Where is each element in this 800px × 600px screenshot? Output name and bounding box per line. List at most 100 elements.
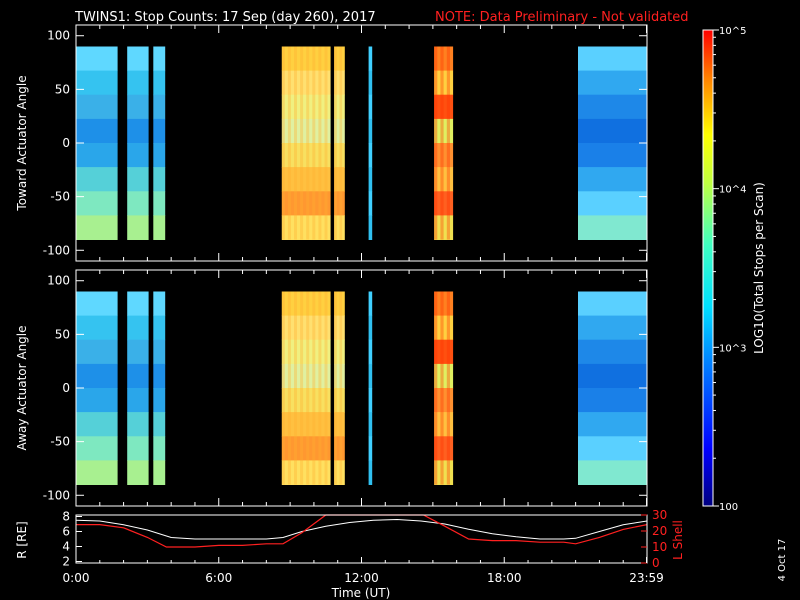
data-block-streak <box>312 46 316 240</box>
colorbar-tick-label: 100 <box>719 502 738 513</box>
colorbar-tick-label: 10^5 <box>719 26 746 37</box>
data-block-band <box>76 412 118 437</box>
data-block-band <box>434 460 454 485</box>
data-block-band <box>153 436 166 461</box>
data-block-band <box>578 436 647 461</box>
data-block-band <box>281 291 331 317</box>
y-tick-label: 50 <box>55 327 70 341</box>
data-block-band <box>76 70 118 96</box>
data-block-band <box>127 436 149 461</box>
toward-y-label: Toward Actuator Angle <box>15 75 29 211</box>
data-block-band <box>578 215 647 240</box>
data-block-band <box>76 436 118 461</box>
data-block-band <box>281 143 331 168</box>
time-x-ticks: 0:00 6:00 12:00 18:00 23:59 <box>63 557 664 585</box>
data-block-band <box>368 191 373 216</box>
data-block-band <box>281 388 331 413</box>
away-panel: 100 50 0 -50 -100 Away Actuator Angle <box>15 269 648 507</box>
colorbar-label: LOG10(Total Stops per Scan) <box>752 182 766 354</box>
y-tick-label: -50 <box>50 435 70 449</box>
data-block-band <box>127 412 149 437</box>
data-block-streak <box>339 291 343 485</box>
data-block-band <box>76 291 118 317</box>
data-block-band <box>578 388 647 413</box>
data-block-band <box>153 191 166 216</box>
data-block-band <box>368 363 373 389</box>
data-block-streak <box>300 291 304 485</box>
r-tick-label: 6 <box>62 525 70 539</box>
away-y-label: Away Actuator Angle <box>15 325 29 450</box>
data-block-band <box>368 143 373 168</box>
data-block-band <box>76 363 118 389</box>
data-block-band <box>578 315 647 341</box>
y-tick-label: -100 <box>43 243 70 257</box>
data-block-band <box>434 363 454 389</box>
data-block-streak <box>312 291 316 485</box>
data-block-band <box>334 118 345 144</box>
data-block-band <box>368 388 373 413</box>
data-block-band <box>434 315 454 341</box>
data-block-band <box>578 363 647 389</box>
data-block-band <box>76 118 118 144</box>
data-block-band <box>153 339 166 365</box>
data-block-band <box>434 215 454 240</box>
colorbar-tick-label: 10^4 <box>719 185 746 196</box>
y-tick-label: 0 <box>62 381 70 395</box>
data-block-band <box>153 412 166 437</box>
data-block-band <box>127 339 149 365</box>
data-block-band <box>153 167 166 192</box>
data-block-band <box>127 363 149 389</box>
data-block-band <box>153 388 166 413</box>
data-block-band <box>434 167 454 192</box>
data-block-band <box>334 315 345 341</box>
data-block-band <box>578 191 647 216</box>
data-block-band <box>578 339 647 365</box>
data-block-band <box>578 118 647 144</box>
x-tick-label: 12:00 <box>344 571 379 585</box>
data-block-band <box>334 388 345 413</box>
data-block-band <box>434 191 454 216</box>
data-block-band <box>127 118 149 144</box>
data-block-band <box>127 46 149 72</box>
away-data-blocks <box>76 291 647 485</box>
data-block-streak <box>287 46 291 240</box>
toward-data-blocks <box>76 46 647 240</box>
data-block-band <box>434 94 454 120</box>
data-block-band <box>334 436 345 461</box>
data-block-band <box>281 94 331 120</box>
y-tick-label: 50 <box>55 82 70 96</box>
data-block-band <box>334 215 345 240</box>
data-block-band <box>153 215 166 240</box>
data-block-streak <box>440 291 444 485</box>
data-block-band <box>334 363 345 389</box>
data-block-band <box>281 118 331 144</box>
data-block-band <box>434 339 454 365</box>
lshell-tick-label: 0 <box>652 556 660 570</box>
data-block-band <box>334 143 345 168</box>
data-block-band <box>368 118 373 144</box>
data-block-band <box>153 70 166 96</box>
data-block-band <box>127 460 149 485</box>
data-block-streak <box>306 46 310 240</box>
data-block-band <box>334 94 345 120</box>
data-block-band <box>76 46 118 72</box>
data-block-streak <box>446 46 450 240</box>
data-block-streak <box>281 46 285 240</box>
data-block-band <box>368 291 373 317</box>
x-axis-label: Time (UT) <box>331 586 391 600</box>
data-block-band <box>434 412 454 437</box>
colorbar-ticks: 10^5 10^4 10^3 100 <box>713 26 746 513</box>
data-block-band <box>368 315 373 341</box>
data-block-band <box>578 70 647 96</box>
data-block-band <box>153 291 166 317</box>
data-block-band <box>578 46 647 72</box>
data-block-band <box>578 94 647 120</box>
y-tick-label: -50 <box>50 190 70 204</box>
data-block-band <box>368 70 373 96</box>
data-block-band <box>334 46 345 72</box>
data-block-band <box>281 339 331 365</box>
data-note: NOTE: Data Preliminary - Not validated <box>435 10 689 25</box>
y-tick-label: 100 <box>47 29 70 43</box>
data-block-band <box>334 167 345 192</box>
